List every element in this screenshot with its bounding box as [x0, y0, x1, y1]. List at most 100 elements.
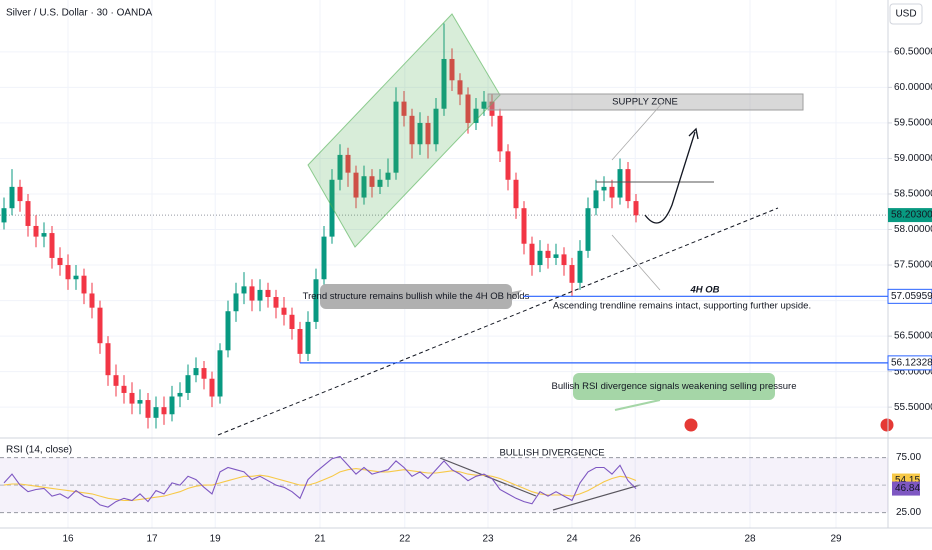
rsi-note: Bullish RSI divergence signals weakening… [551, 381, 796, 392]
candle-body [345, 154, 351, 173]
arrow-head [688, 127, 699, 140]
candle-body [113, 375, 119, 386]
x-tick-label: 17 [146, 534, 158, 545]
ob-label: 4H OB [689, 285, 719, 296]
candle-body [537, 250, 543, 266]
candle-body [41, 233, 47, 237]
price-level-label: 57.05959 [891, 291, 932, 302]
candle-body [305, 321, 311, 354]
projection-arrow [644, 131, 696, 224]
candle-body [89, 293, 95, 308]
x-tick-label: 28 [744, 534, 756, 545]
candle-body [561, 254, 567, 266]
candle-body [465, 94, 471, 123]
candle-body [361, 176, 367, 198]
last-price-badge [888, 208, 932, 223]
y-tick-label: 58.50000 [894, 189, 932, 200]
supply-zone [487, 93, 804, 111]
rsi-ma-label: 54.15 [895, 475, 920, 486]
rsi-tick-label: 25.00 [896, 507, 921, 518]
candle-body [57, 257, 63, 266]
candle-body [201, 368, 207, 379]
bull-channel [307, 13, 501, 248]
rsi-line [3, 455, 637, 508]
y-tick-label: 59.50000 [894, 118, 932, 129]
candle-body [193, 368, 199, 376]
candle-body [129, 392, 135, 404]
price-level-badge [887, 288, 932, 304]
candle-body [49, 233, 55, 258]
event-flag[interactable] [879, 417, 895, 433]
candle-body [9, 186, 15, 209]
trendline-note: Ascending trendline remains intact, supp… [553, 301, 811, 312]
candle-body [489, 101, 495, 116]
candle-body [417, 122, 423, 145]
candle-body [321, 236, 327, 280]
candle-body [473, 108, 479, 123]
event-flag[interactable] [683, 417, 699, 433]
divergence-line [439, 457, 537, 497]
rsi-note-box [573, 373, 775, 400]
candle-body [497, 115, 503, 152]
candle-body [169, 396, 175, 415]
candle-body [377, 179, 383, 187]
candle-body [97, 307, 103, 344]
y-tick-label: 56.00000 [894, 366, 932, 377]
candle-body [545, 250, 551, 258]
candle-body [609, 186, 615, 198]
last-price-label: 58.20300 [891, 210, 932, 221]
candle-body [233, 293, 239, 312]
note-box [320, 284, 512, 309]
candle-body [257, 289, 263, 301]
candle-body [281, 307, 287, 315]
candle-body [161, 407, 167, 415]
rsi-note-pointer [614, 399, 661, 411]
y-tick-label: 55.50000 [894, 402, 932, 413]
candle-body [329, 179, 335, 237]
supply-zone-label: SUPPLY ZONE [612, 97, 678, 108]
x-tick-label: 21 [314, 534, 326, 545]
candle-body [633, 201, 639, 216]
candle-body [1, 208, 7, 223]
projection-line [611, 234, 661, 291]
candle-body [601, 186, 607, 191]
x-tick-label: 24 [566, 534, 578, 545]
candle-body [457, 80, 463, 95]
x-tick-label: 16 [62, 534, 74, 545]
candle-body [617, 169, 623, 198]
candle-body [217, 350, 223, 397]
candle-body [73, 275, 79, 280]
currency-button[interactable] [889, 3, 923, 25]
y-tick-label: 56.50000 [894, 331, 932, 342]
candle-body [177, 392, 183, 397]
price-level-label: 56.12328 [891, 358, 932, 369]
rsi-label: 46.84 [895, 483, 920, 494]
candle-body [65, 265, 71, 280]
candle-body [521, 208, 527, 244]
candle-body [529, 243, 535, 266]
rsi-title: RSI (14, close) [6, 445, 72, 456]
candle-body [593, 190, 599, 209]
candle-body [513, 179, 519, 209]
candle-body [105, 343, 111, 376]
y-tick-label: 59.00000 [894, 153, 932, 164]
x-tick-label: 22 [399, 534, 411, 545]
candle-body [625, 169, 631, 202]
candle-body [289, 314, 295, 329]
candle-body [449, 58, 455, 81]
chart-title: Silver / U.S. Dollar · 30 · OANDA [6, 8, 152, 19]
y-tick-label: 60.00000 [894, 82, 932, 93]
candle-body [137, 400, 143, 404]
candle-body [569, 265, 575, 283]
candle-body [433, 108, 439, 145]
currency: USD [895, 9, 916, 20]
candle-body [585, 208, 591, 251]
candle-body [121, 385, 127, 393]
y-tick-label: 60.50000 [894, 47, 932, 58]
candle-body [409, 115, 415, 145]
x-tick-label: 29 [830, 534, 842, 545]
candle-body [241, 286, 247, 294]
price-level-badge [887, 355, 932, 371]
candle-body [441, 58, 447, 109]
